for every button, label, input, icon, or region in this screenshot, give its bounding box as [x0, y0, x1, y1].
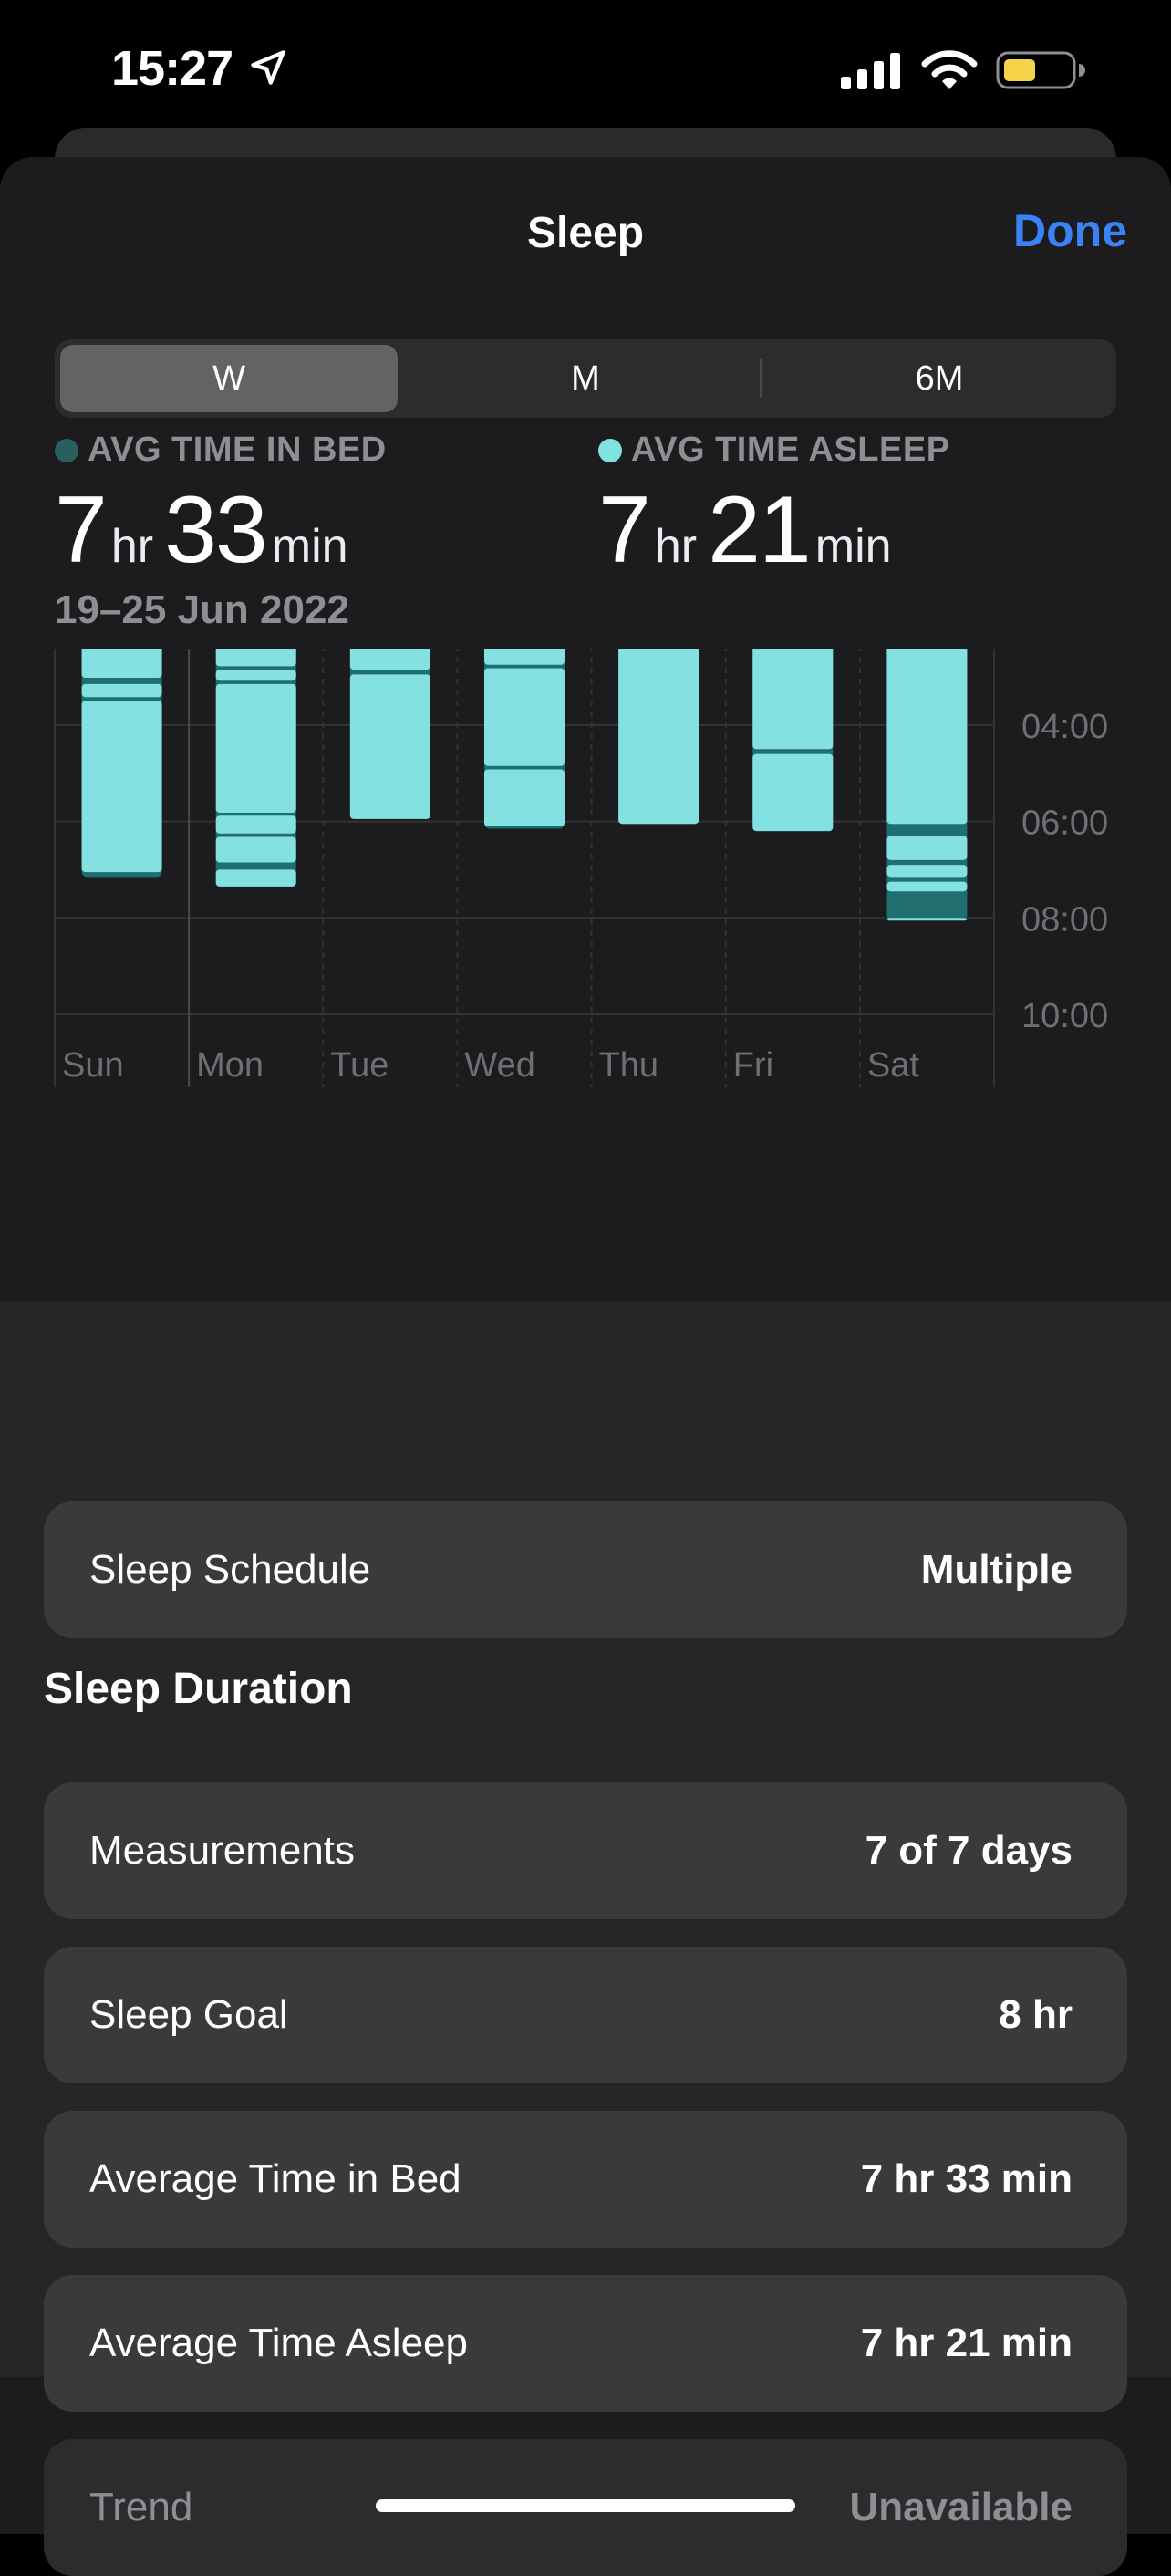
y-tick-label: 06:00: [1021, 805, 1108, 843]
row-value: 7 hr 33 min: [861, 2111, 1073, 2248]
asleep-segment: [484, 769, 565, 826]
asleep-segment: [216, 815, 296, 834]
asleep-segment: [886, 918, 967, 920]
sleep-goal-row[interactable]: Sleep Goal 8 hr: [44, 1947, 1127, 2083]
x-tick-label: Mon: [196, 1046, 264, 1085]
segment-month[interactable]: M: [405, 339, 766, 418]
x-tick-label: Sat: [867, 1046, 919, 1085]
row-label: Sleep Goal: [89, 1947, 288, 2083]
row-label: Trend: [89, 2439, 192, 2576]
asleep-segment: [618, 649, 699, 824]
status-bar: 15:27: [0, 0, 1171, 137]
row-label: Sleep Schedule: [89, 1501, 370, 1638]
row-value: Unavailable: [849, 2439, 1073, 2576]
asleep-segment: [752, 649, 833, 749]
asleep-segment: [484, 668, 565, 765]
in-bed-legend-dot: [55, 439, 78, 462]
segment-6-month[interactable]: 6M: [766, 339, 1113, 418]
row-label: Average Time Asleep: [89, 2275, 468, 2412]
avg-in-bed-label: AVG TIME IN BED: [55, 431, 387, 470]
page-title: Sleep: [0, 208, 1171, 258]
asleep-segment: [886, 836, 967, 859]
asleep-segment: [216, 670, 296, 680]
asleep-segment: [82, 701, 162, 872]
row-value: Multiple: [921, 1501, 1073, 1638]
x-tick-label: Thu: [599, 1046, 658, 1085]
asleep-segment: [350, 649, 430, 670]
x-tick-label: Wed: [464, 1046, 534, 1085]
asleep-legend-dot: [598, 439, 622, 462]
asleep-segment: [752, 754, 833, 832]
y-tick-label: 10:00: [1021, 997, 1108, 1035]
row-label: Measurements: [89, 1782, 355, 1919]
asleep-segment: [886, 865, 967, 877]
date-range: 19–25 Jun 2022: [55, 587, 349, 633]
location-arrow-icon: [248, 47, 288, 88]
period-segmented-control: W M 6M: [55, 339, 1116, 418]
avg-asleep-label: AVG TIME ASLEEP: [598, 431, 950, 470]
measurements-row[interactable]: Measurements 7 of 7 days: [44, 1782, 1127, 1919]
segment-divider: [760, 359, 762, 398]
asleep-segment: [484, 649, 565, 665]
y-tick-label: 04:00: [1021, 708, 1108, 746]
details-list: Sleep Schedule Multiple Sleep Duration M…: [0, 1301, 1171, 2377]
wifi-icon: [921, 49, 978, 91]
status-time: 15:27: [111, 40, 233, 97]
x-tick-label: Fri: [733, 1046, 773, 1085]
battery-icon: [996, 49, 1085, 91]
y-tick-label: 08:00: [1021, 900, 1108, 939]
asleep-segment: [216, 684, 296, 813]
section-title-sleep-duration: Sleep Duration: [44, 1664, 353, 1714]
row-label: Average Time in Bed: [89, 2111, 461, 2248]
done-button[interactable]: Done: [1013, 204, 1127, 257]
x-tick-label: Sun: [62, 1046, 124, 1085]
home-indicator[interactable]: [376, 2499, 795, 2512]
row-value: 8 hr: [999, 1947, 1073, 2083]
asleep-segment: [216, 836, 296, 862]
x-tick-label: Tue: [330, 1046, 389, 1085]
asleep-segment: [216, 869, 296, 887]
row-value: 7 hr 21 min: [861, 2275, 1073, 2412]
asleep-segment: [350, 674, 430, 819]
cellular-signal-icon: [841, 53, 903, 89]
asleep-segment: [886, 649, 967, 824]
row-value: 7 of 7 days: [865, 1782, 1073, 1919]
average-time-in-bed-row[interactable]: Average Time in Bed 7 hr 33 min: [44, 2111, 1127, 2248]
asleep-segment: [886, 882, 967, 892]
sleep-schedule-row[interactable]: Sleep Schedule Multiple: [44, 1501, 1127, 1638]
asleep-segment: [216, 649, 296, 666]
asleep-segment: [82, 684, 162, 697]
average-time-asleep-row[interactable]: Average Time Asleep 7 hr 21 min: [44, 2275, 1127, 2412]
asleep-segment: [82, 649, 162, 678]
segment-week[interactable]: W: [60, 345, 398, 412]
